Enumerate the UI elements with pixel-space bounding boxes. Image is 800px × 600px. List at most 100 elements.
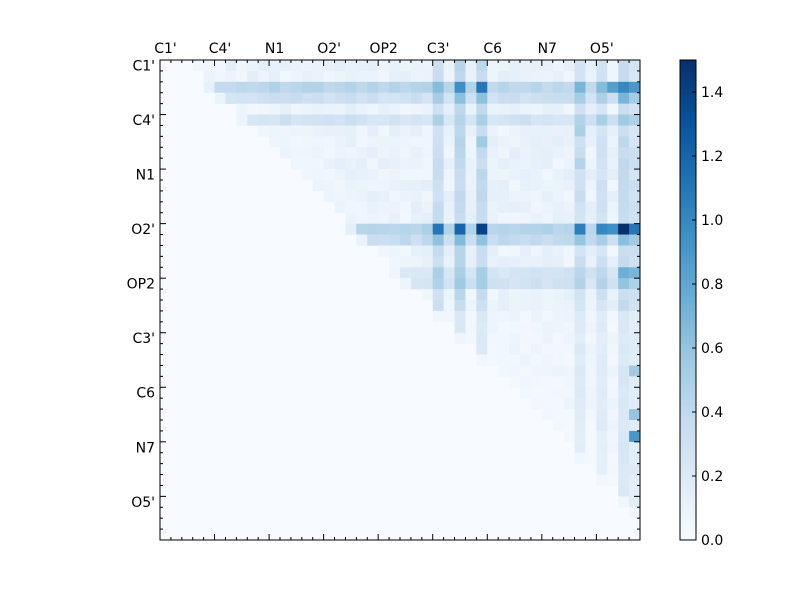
- heatmap-cell: [552, 190, 564, 203]
- heatmap-cell: [552, 81, 564, 94]
- y-tick-label: O2': [131, 222, 155, 238]
- heatmap-cell: [498, 267, 510, 279]
- heatmap-cell: [618, 190, 630, 203]
- heatmap-cell: [476, 234, 488, 246]
- heatmap-cell: [290, 114, 303, 126]
- heatmap-cell: [389, 70, 401, 83]
- heatmap-cell: [280, 125, 292, 137]
- heatmap-cell: [443, 81, 455, 94]
- heatmap-cell: [312, 180, 324, 192]
- heatmap-cell: [563, 136, 575, 148]
- heatmap-cell: [552, 365, 564, 377]
- heatmap-cell: [203, 70, 215, 83]
- heatmap-cell: [465, 70, 477, 83]
- heatmap-cell: [574, 267, 586, 279]
- heatmap-cell: [465, 180, 477, 192]
- heatmap-cell: [487, 267, 499, 279]
- heatmap-cell: [541, 223, 554, 235]
- heatmap-cell: [367, 223, 379, 235]
- heatmap-cell: [280, 70, 292, 83]
- heatmap-cell: [432, 310, 444, 323]
- heatmap-cell: [454, 256, 466, 268]
- heatmap-cell: [541, 190, 554, 203]
- heatmap-cell: [389, 147, 401, 159]
- heatmap-cell: [552, 70, 564, 83]
- heatmap-cell: [541, 267, 554, 279]
- heatmap-cell: [607, 92, 619, 104]
- heatmap-cell: [596, 169, 608, 181]
- heatmap-cell: [367, 136, 379, 148]
- heatmap-cell: [356, 158, 368, 170]
- heatmap-cell: [389, 267, 401, 279]
- heatmap-cell: [509, 180, 521, 192]
- heatmap-cell: [498, 125, 510, 137]
- heatmap-cell: [465, 60, 477, 72]
- heatmap-cell: [498, 169, 510, 181]
- heatmap-cell: [432, 245, 444, 257]
- heatmap-cell: [618, 463, 630, 475]
- heatmap-cell: [269, 81, 281, 94]
- heatmap-cell: [585, 332, 597, 344]
- heatmap-cell: [290, 125, 303, 137]
- heatmap-cell: [607, 201, 619, 214]
- heatmap-cell: [334, 180, 346, 192]
- heatmap-cell: [629, 365, 641, 377]
- heatmap-cell: [225, 92, 237, 104]
- heatmap-cell: [487, 201, 499, 214]
- heatmap-cell: [454, 267, 466, 279]
- heatmap-cell: [530, 245, 543, 257]
- heatmap-cell: [280, 103, 292, 115]
- heatmap-cell: [236, 103, 248, 115]
- heatmap-cell: [345, 70, 357, 83]
- heatmap-cell: [585, 441, 597, 454]
- colorbar-tick-label: 0.2: [701, 469, 723, 485]
- heatmap-cell: [520, 234, 532, 246]
- heatmap-cell: [498, 92, 510, 104]
- heatmap-cell: [574, 300, 586, 312]
- heatmap-cell: [574, 60, 586, 72]
- heatmap-cell: [400, 92, 412, 104]
- heatmap-cell: [509, 256, 521, 268]
- heatmap-cell: [454, 70, 466, 83]
- heatmap-cell: [607, 420, 619, 432]
- heatmap-cell: [585, 452, 597, 464]
- heatmap-cell: [432, 70, 444, 83]
- heatmap-cell: [345, 136, 357, 148]
- heatmap-cell: [629, 463, 641, 475]
- heatmap-cell: [389, 180, 401, 192]
- heatmap-cell: [574, 114, 586, 126]
- heatmap-cell: [596, 92, 608, 104]
- heatmap-cell: [236, 81, 248, 94]
- heatmap-cell: [389, 114, 401, 126]
- heatmap-cell: [585, 158, 597, 170]
- heatmap-cell: [541, 60, 554, 72]
- heatmap-cell: [465, 321, 477, 334]
- heatmap-cell: [574, 190, 586, 203]
- heatmap-cells: [160, 60, 641, 540]
- heatmap-cell: [378, 158, 390, 170]
- heatmap-cell: [345, 201, 357, 214]
- heatmap-cell: [596, 70, 608, 83]
- heatmap-cell: [432, 81, 444, 94]
- heatmap-cell: [530, 365, 543, 377]
- heatmap-cell: [596, 81, 608, 94]
- heatmap-cell: [574, 201, 586, 214]
- heatmap-cell: [443, 267, 455, 279]
- heatmap-cell: [585, 387, 597, 399]
- heatmap-cell: [563, 256, 575, 268]
- heatmap-cell: [530, 289, 543, 301]
- heatmap-cell: [607, 158, 619, 170]
- heatmap-cell: [400, 245, 412, 257]
- heatmap-cell: [618, 398, 630, 410]
- heatmap-cell: [454, 81, 466, 94]
- heatmap-cell: [629, 430, 641, 443]
- heatmap-cell: [520, 81, 532, 94]
- heatmap-cell: [596, 114, 608, 126]
- heatmap-cell: [225, 60, 237, 72]
- heatmap-cell: [596, 321, 608, 334]
- heatmap-cell: [389, 103, 401, 115]
- heatmap-cell: [520, 190, 532, 203]
- heatmap-cell: [323, 81, 335, 94]
- heatmap-cell: [356, 180, 368, 192]
- heatmap-cell: [410, 169, 423, 181]
